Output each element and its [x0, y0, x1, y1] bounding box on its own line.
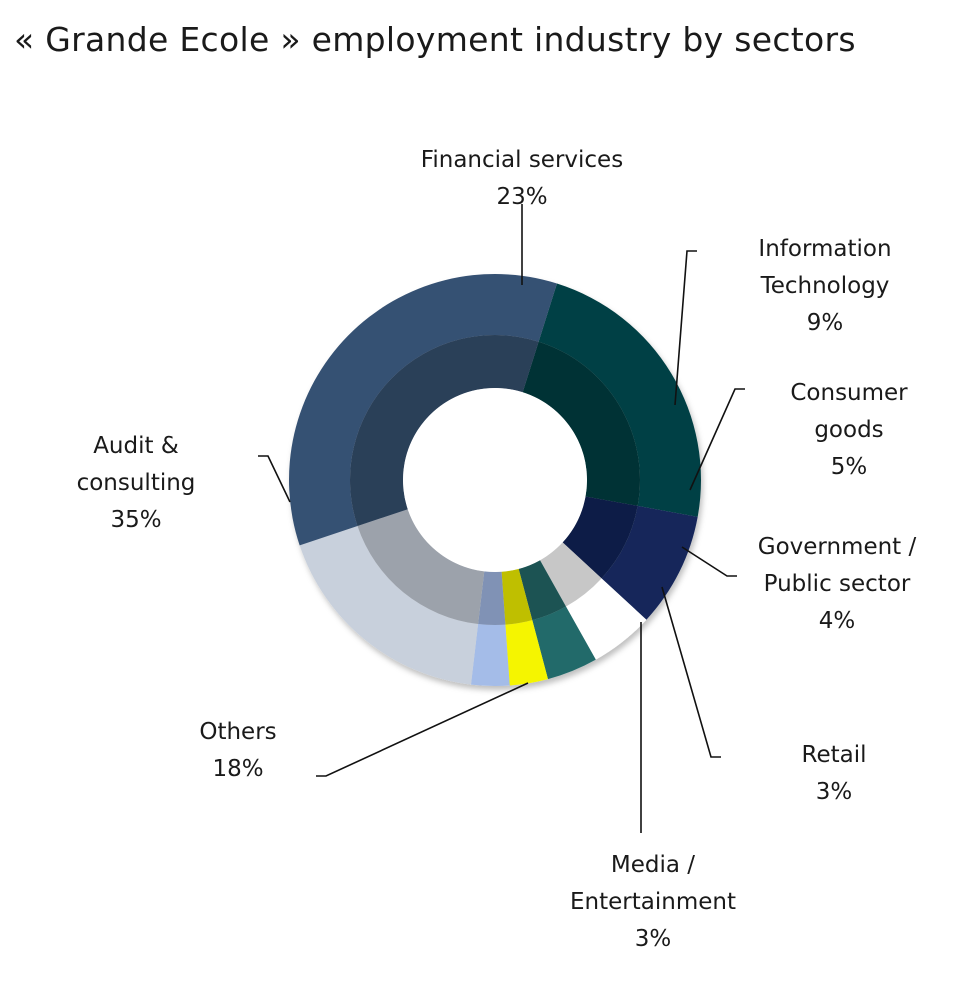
data-label-consumer-goods: 5% — [831, 454, 868, 480]
slice-others — [299, 526, 479, 685]
slice-inner-shade-financial-services — [522, 341, 640, 506]
leader-line-retail — [661, 586, 721, 758]
slice-government-public-sector — [532, 606, 596, 680]
label-financial-services: Financial services 23% — [421, 147, 623, 210]
slice-audit-consulting — [289, 274, 557, 546]
category-label-retail: Retail — [802, 742, 867, 768]
donut-rings — [289, 274, 701, 686]
slice-inner-shade-consumer-goods — [540, 542, 602, 607]
leader-line-government-public-sector — [681, 546, 737, 577]
category-label-media-entertainment: Entertainment — [570, 889, 736, 915]
slice-information-technology — [601, 505, 698, 620]
category-label-information-technology: Technology — [760, 273, 890, 299]
label-others: Others 18% — [199, 719, 276, 782]
category-label-media-entertainment: Media / — [611, 852, 695, 878]
category-label-government-public-sector: Public sector — [764, 571, 911, 597]
leader-lines — [258, 204, 745, 833]
slice-retail — [505, 620, 548, 686]
data-label-retail: 3% — [816, 779, 853, 805]
chart-title: « Grande Ecole » employment industry by … — [14, 20, 856, 59]
slice-inner-shade-others — [357, 509, 485, 625]
data-label-others: 18% — [212, 756, 263, 782]
data-label-media-entertainment: 3% — [635, 926, 672, 952]
label-media-entertainment: Media / Entertainment 3% — [570, 852, 736, 952]
leader-line-information-technology — [674, 250, 697, 406]
label-government-public-sector: Government / Public sector 4% — [758, 534, 917, 634]
label-consumer-goods: Consumer goods 5% — [790, 380, 908, 480]
category-label-government-public-sector: Government / — [758, 534, 917, 560]
category-label-consumer-goods: Consumer — [790, 380, 908, 406]
leader-line-consumer-goods — [689, 388, 745, 491]
slice-inner-shade-audit-consulting — [350, 334, 539, 527]
data-label-government-public-sector: 4% — [819, 608, 856, 634]
category-label-consumer-goods: goods — [814, 417, 883, 443]
data-label-financial-services: 23% — [496, 184, 547, 210]
slice-inner-shade-government-public-sector — [518, 560, 566, 621]
category-label-information-technology: Information — [758, 236, 891, 262]
slice-labels: Financial services 23% Information Technolo… — [77, 147, 917, 952]
leader-line-others — [316, 682, 529, 777]
slice-financial-services — [538, 283, 701, 517]
label-audit-consulting: Audit & consulting 35% — [77, 433, 196, 533]
label-retail: Retail 3% — [802, 742, 867, 805]
slice-media-entertainment — [470, 624, 510, 686]
slice-inner-shade-media-entertainment — [478, 571, 506, 625]
category-label-others: Others — [199, 719, 276, 745]
category-label-audit-consulting: consulting — [77, 470, 196, 496]
leader-line-audit-consulting — [258, 455, 291, 503]
slice-inner-shade-retail — [501, 568, 533, 625]
donut-hole — [403, 388, 587, 572]
data-label-audit-consulting: 35% — [110, 507, 161, 533]
slice-consumer-goods — [565, 578, 647, 660]
category-label-financial-services: Financial services — [421, 147, 623, 173]
slice-inner-shade-information-technology — [562, 496, 638, 579]
data-label-information-technology: 9% — [807, 310, 844, 336]
category-label-audit-consulting: Audit & — [93, 433, 179, 459]
label-information-technology: Information Technology 9% — [758, 236, 891, 336]
